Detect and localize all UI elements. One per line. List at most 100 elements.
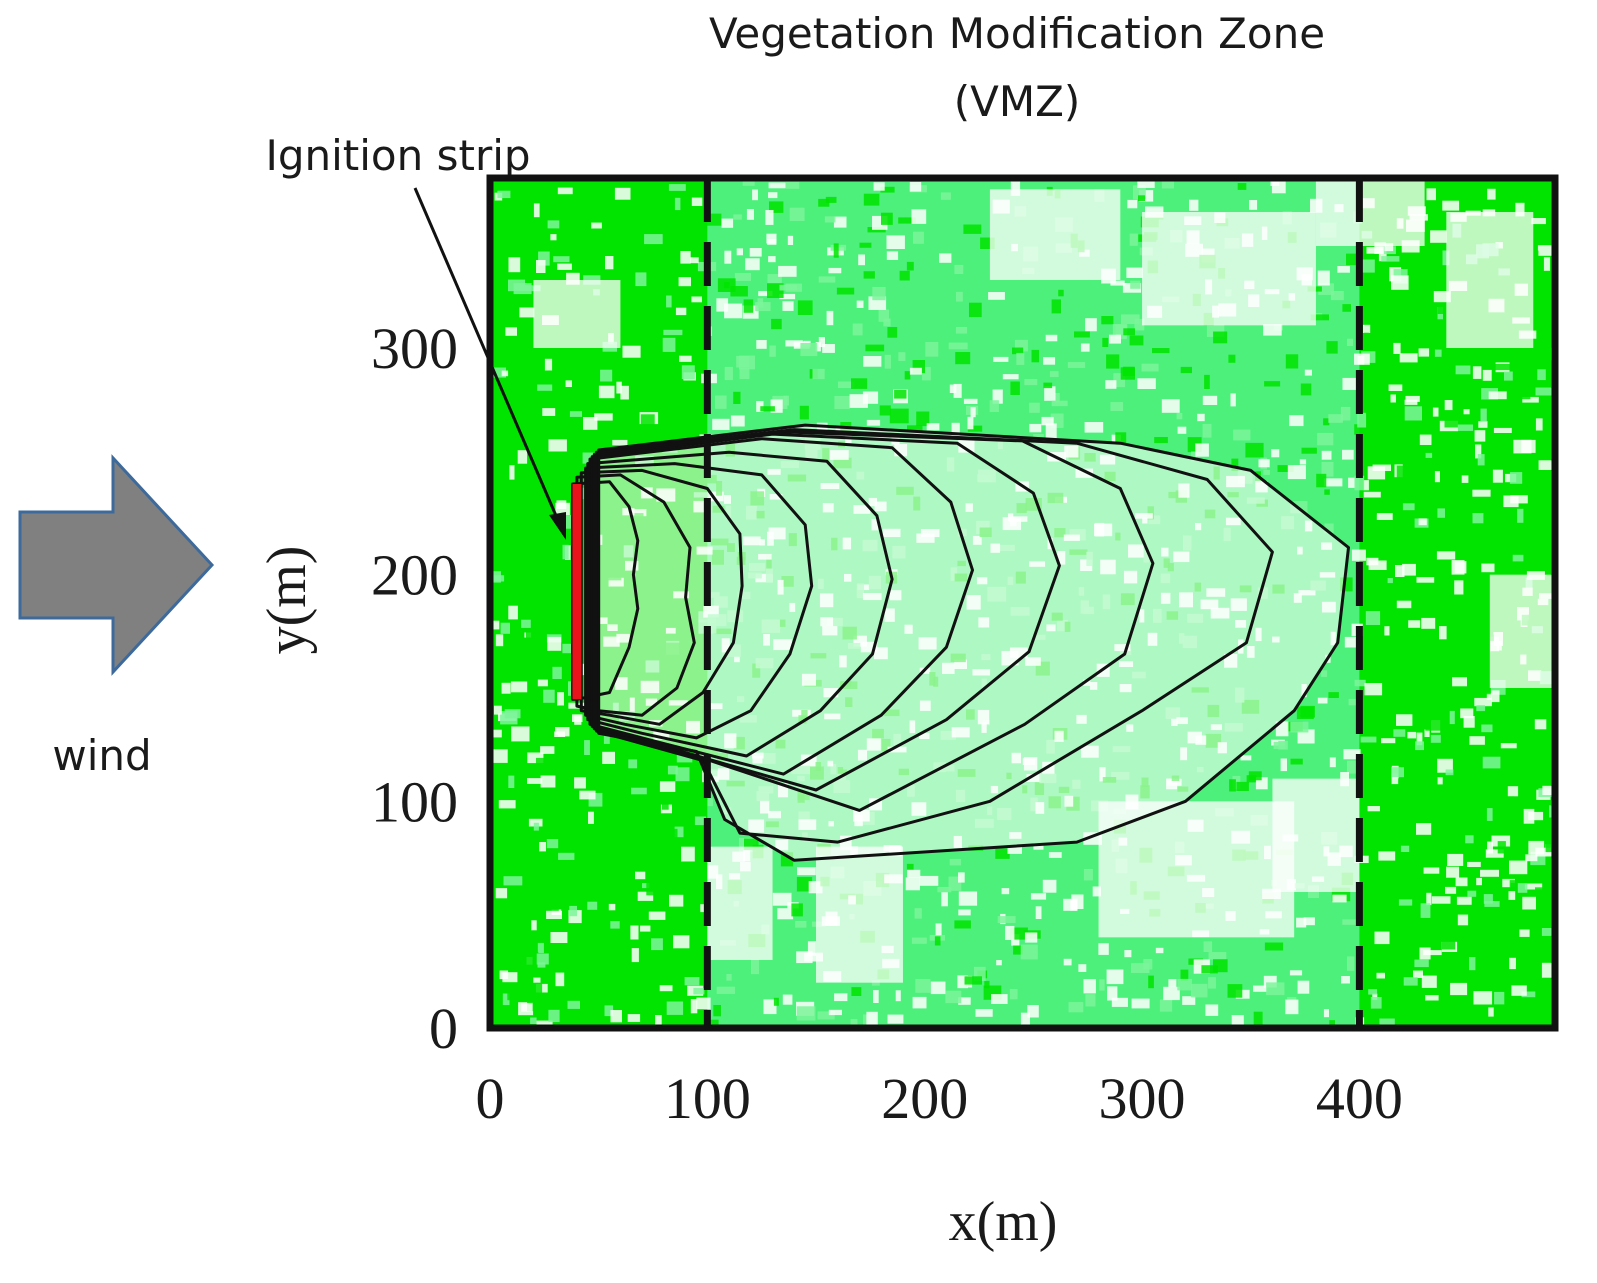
vegetation-speckle <box>1152 348 1170 354</box>
vegetation-speckle <box>678 277 691 287</box>
vegetation-speckle <box>506 425 516 431</box>
vegetation-speckle <box>1436 190 1444 200</box>
vegetation-speckle <box>730 286 748 297</box>
fire-front-contour-4 <box>584 462 814 740</box>
vegetation-speckle <box>1425 995 1439 1001</box>
vegetation-speckle <box>1303 917 1315 926</box>
x-tick-label: 0 <box>476 1066 505 1131</box>
vegetation-speckle <box>1391 767 1404 778</box>
vegetation-speckle <box>1463 716 1475 728</box>
vegetation-speckle <box>1528 417 1543 426</box>
x-tick-label: 100 <box>664 1066 751 1131</box>
vegetation-speckle <box>1137 378 1156 389</box>
vegetation-speckle <box>500 451 510 462</box>
vegetation-speckle <box>1287 465 1306 480</box>
vegetation-speckle <box>568 425 582 439</box>
vegetation-speckle <box>909 182 922 192</box>
vegetation-speckle <box>537 384 553 391</box>
vegetation-speckle <box>612 439 628 446</box>
vegetation-speckle <box>852 323 863 336</box>
vegetation-speckle <box>1528 840 1545 855</box>
vegetation-speckle <box>530 1017 537 1025</box>
vegetation-speckle <box>582 452 594 464</box>
plot-area <box>486 174 1559 1032</box>
vegetation-speckle <box>1475 444 1482 459</box>
vegetation-speckle <box>883 318 891 327</box>
vegetation-speckle <box>716 986 736 994</box>
vegetation-speckle <box>1372 464 1391 471</box>
vegetation-speckle <box>1523 883 1543 890</box>
vegetation-speckle <box>894 390 907 399</box>
vegetation-speckle <box>726 974 732 981</box>
vegetation-speckle <box>1488 1007 1494 1017</box>
vegetation-speckle <box>1420 903 1431 918</box>
vegetation-speckle <box>667 765 678 775</box>
vegetation-speckle <box>1277 465 1294 472</box>
vegetation-speckle <box>557 263 572 270</box>
vegetation-speckle <box>1416 732 1423 746</box>
vegetation-speckle <box>618 284 635 294</box>
vegetation-speckle <box>1481 724 1493 733</box>
vegetation-speckle <box>1387 302 1397 316</box>
vegetation-speckle <box>1098 943 1109 955</box>
vegetation-speckle <box>1296 706 1314 720</box>
vegetation-speckle <box>926 423 940 431</box>
vegetation-speckle <box>993 356 1009 362</box>
vegetation-speckle <box>1398 899 1413 906</box>
vegetation-speckle <box>676 753 693 763</box>
vegetation-speckle <box>1505 462 1511 469</box>
vegetation-speckle <box>1450 982 1468 996</box>
vegetation-speckle <box>1442 581 1451 591</box>
vegetation-speckle <box>1366 954 1378 962</box>
vegetation-speckle <box>733 391 741 404</box>
vegetation-speckle <box>1368 560 1387 570</box>
x-axis-ticks: 0 100 200 300 400 <box>476 1066 1403 1131</box>
vegetation-speckle <box>1515 965 1529 976</box>
vegetation-speckle <box>1444 418 1464 428</box>
vegetation-speckle <box>873 990 879 1003</box>
vegetation-speckle <box>552 776 560 782</box>
ignition-pointer-line <box>413 187 562 526</box>
vegetation-speckle <box>939 253 952 263</box>
vegetation-speckle <box>1474 697 1492 707</box>
vegetation-speckle <box>1074 331 1090 338</box>
vegetation-speckle <box>562 643 572 654</box>
vegetation-speckle <box>1005 925 1015 940</box>
vegetation-speckle <box>1163 986 1180 1001</box>
vegetation-speckle <box>583 417 598 430</box>
vegetation-speckle <box>1360 736 1377 743</box>
vegetation-speckle <box>858 254 865 266</box>
vegetation-speckle <box>1395 565 1405 577</box>
vegetation-speckle <box>1381 256 1400 262</box>
vegetation-speckle <box>1426 188 1436 201</box>
vegetation-speckle <box>822 344 835 353</box>
vegetation-speckle <box>1419 947 1431 960</box>
vegetation-speckle <box>666 295 672 308</box>
vegetation-speckle <box>511 726 530 742</box>
vegetation-speckle <box>1007 845 1022 854</box>
vegetation-speckle <box>744 838 759 850</box>
vegetation-speckle <box>555 502 570 515</box>
vegetation-speckle <box>552 208 569 216</box>
vegetation-speckle <box>1067 362 1086 368</box>
vegetation-speckle <box>492 581 504 587</box>
vegetation-speckle <box>1041 416 1054 426</box>
plot-frame <box>486 174 1559 1032</box>
vegetation-speckle <box>1318 283 1334 295</box>
vegetation-speckle <box>1446 866 1460 878</box>
vegetation-speckle <box>1042 879 1057 893</box>
vegetation-speckle <box>643 818 652 826</box>
vegetation-speckle <box>569 411 582 417</box>
vegetation-speckle <box>721 218 734 228</box>
vegetation-speckle <box>812 368 825 380</box>
vegetation-speckle <box>1317 697 1328 704</box>
vegetation-speckle <box>934 936 941 946</box>
vegetation-speckle <box>1426 892 1432 906</box>
vegetation-speckle <box>1532 250 1539 262</box>
vegetation-speckle <box>1405 395 1420 402</box>
vegetation-speckle <box>799 405 809 420</box>
vegetation-speckle <box>1296 917 1307 928</box>
vegetation-speckle <box>1415 741 1424 751</box>
vegetation-speckle <box>1406 333 1414 347</box>
vegetation-speckle <box>681 365 695 379</box>
